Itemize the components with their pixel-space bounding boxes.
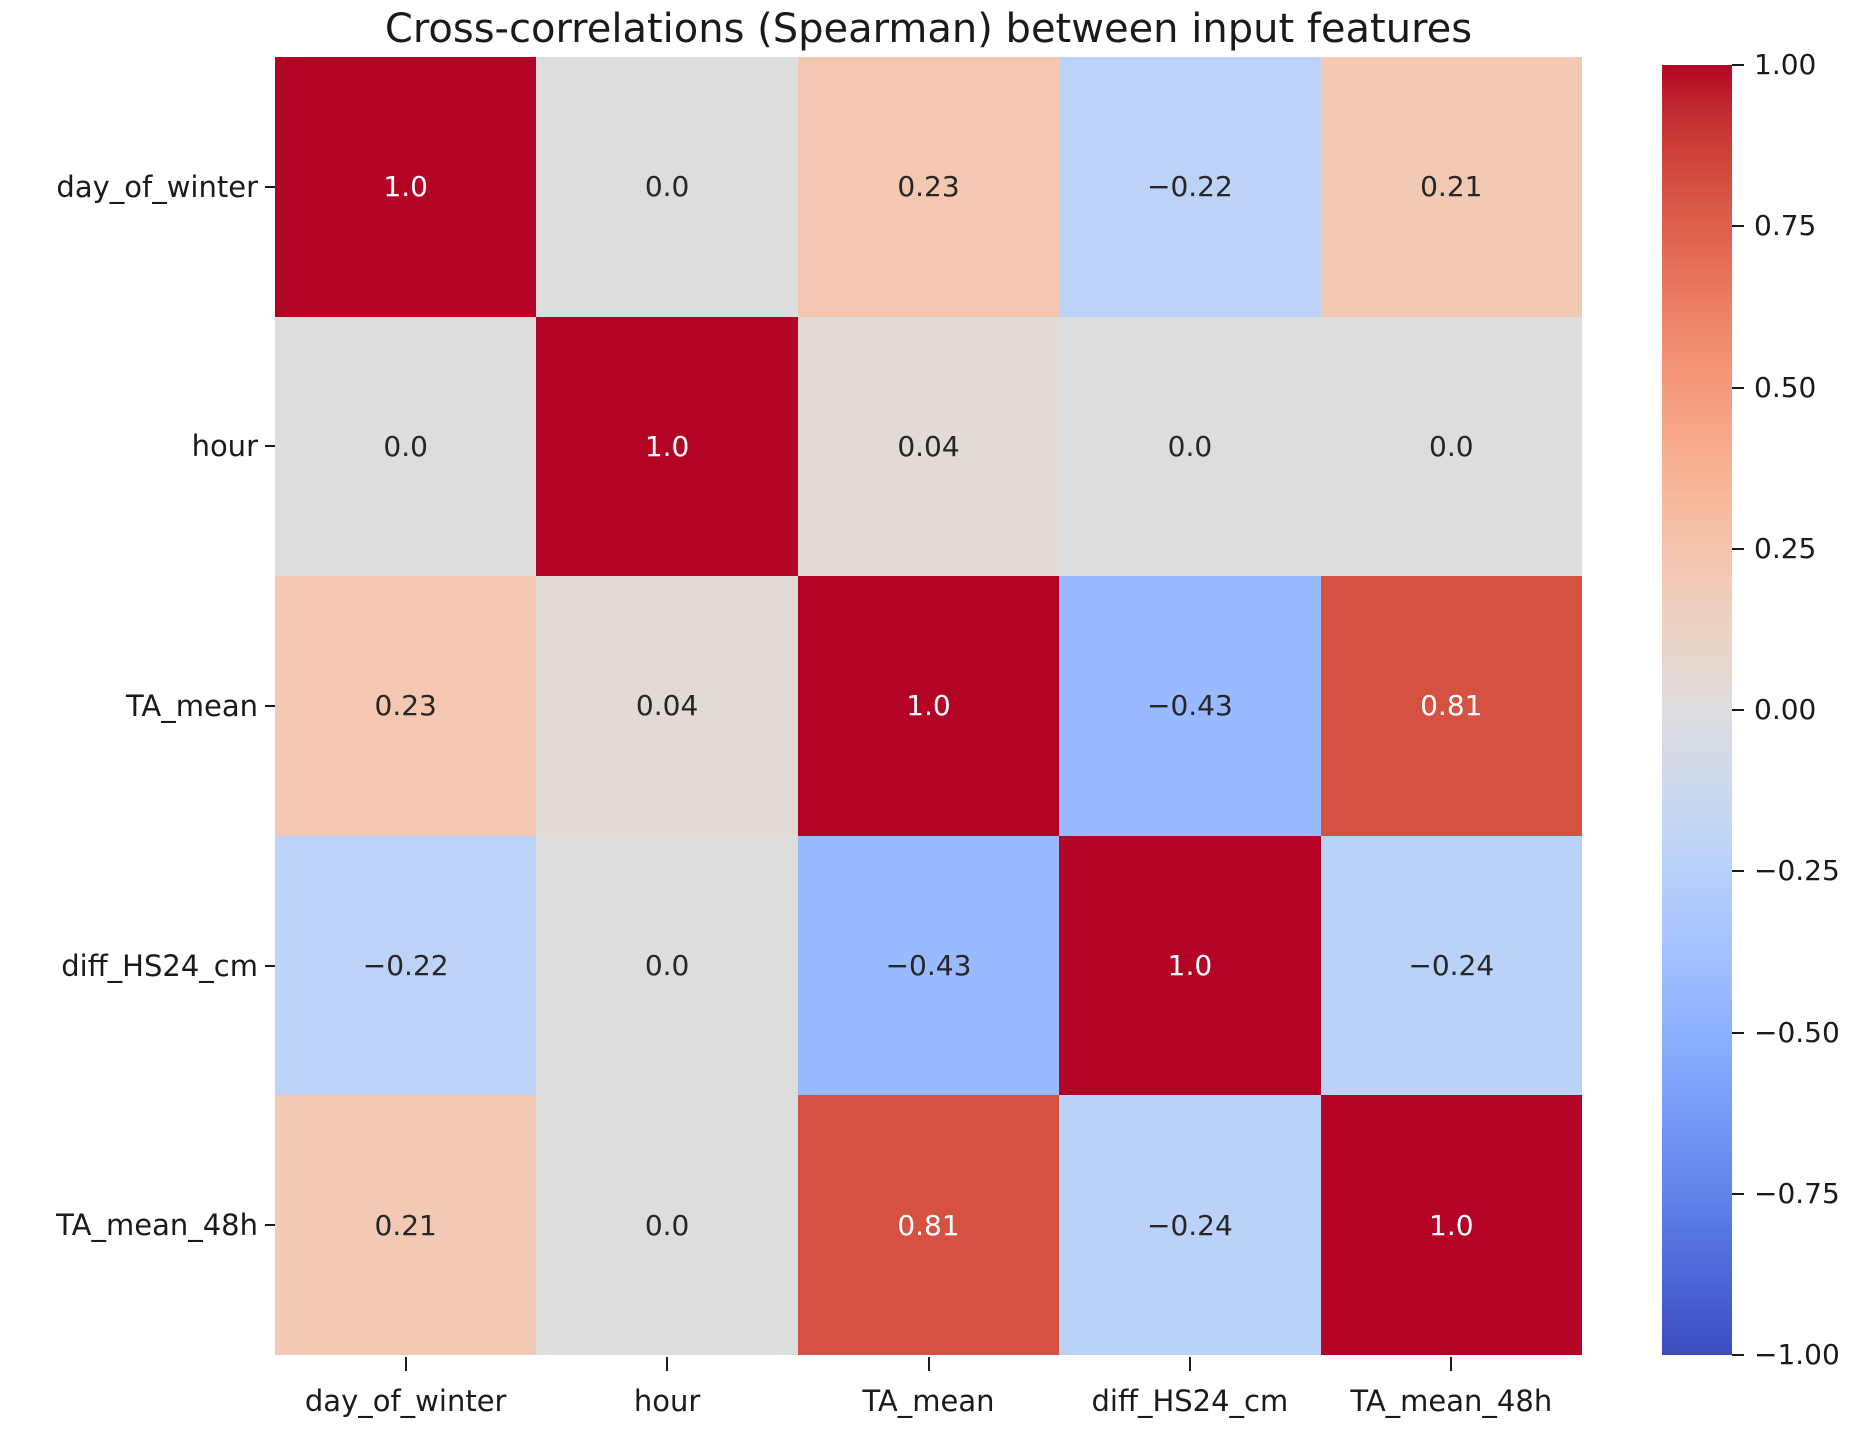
y-tick-mark: [265, 964, 275, 967]
y-tick-mark: [265, 705, 275, 707]
colorbar-tick-mark: [1732, 225, 1744, 228]
heatmap-cell-diff_HS24_cm-TA_mean_48h: −0.24: [1320, 835, 1582, 1096]
cell-value-label: 0.0: [383, 429, 428, 463]
heatmap-cell-TA_mean_48h-day_of_winter: 0.21: [275, 1095, 537, 1355]
x-tick-mark: [927, 1357, 930, 1371]
heatmap-cell-diff_HS24_cm-day_of_winter: −0.22: [275, 835, 537, 1096]
x-tick-label-TA_mean: TA_mean: [862, 1384, 995, 1418]
colorbar-tick-mark: [1732, 64, 1744, 66]
cell-value-label: −0.22: [1146, 170, 1233, 204]
y-tick-mark: [265, 445, 275, 448]
colorbar-tick-label-0.25: 0.25: [1754, 531, 1817, 565]
heatmap-cell-hour-TA_mean_48h: 0.0: [1320, 316, 1582, 577]
heatmap-cell-TA_mean-day_of_winter: 0.23: [275, 576, 537, 836]
x-tick-label-day_of_winter: day_of_winter: [304, 1384, 507, 1418]
cell-value-label: 0.0: [644, 1208, 690, 1242]
heatmap-cell-day_of_winter-day_of_winter: 1.0: [275, 57, 537, 317]
colorbar: [1662, 65, 1732, 1355]
cell-value-label: −0.43: [885, 949, 972, 983]
x-tick-mark: [1450, 1357, 1453, 1371]
colorbar-tick-mark: [1732, 709, 1744, 711]
y-tick-label-hour: hour: [191, 429, 258, 464]
cell-value-label: 0.81: [897, 1208, 960, 1242]
cell-value-label: 0.0: [1167, 429, 1213, 463]
heatmap-cell-TA_mean-TA_mean: 1.0: [797, 576, 1060, 836]
y-tick-label-TA_mean: TA_mean: [125, 689, 258, 723]
colorbar-tick-mark: [1732, 870, 1744, 873]
y-tick-label-diff_HS24_cm: diff_HS24_cm: [61, 948, 258, 983]
cell-value-label: 0.0: [1429, 429, 1474, 463]
cell-value-label: 0.04: [635, 689, 699, 723]
heatmap-cell-hour-hour: 1.0: [536, 316, 798, 577]
x-tick-mark: [666, 1357, 669, 1371]
heatmap-cell-TA_mean-TA_mean_48h: 0.81: [1320, 576, 1582, 836]
x-tick-mark: [1188, 1357, 1191, 1371]
heatmap-cell-TA_mean_48h-TA_mean_48h: 1.0: [1320, 1095, 1582, 1355]
cell-value-label: 1.0: [1167, 949, 1213, 983]
cell-value-label: 0.23: [374, 689, 437, 723]
heatmap-grid: 1.0 0.0 0.23 −0.22 0.21 0.0 1.0 0.04 0.0 0.0 0.23 0…: [275, 57, 1582, 1355]
cell-value-label: 0.21: [1420, 170, 1483, 204]
colorbar-tick-label--0.25: −0.25: [1754, 854, 1840, 888]
colorbar-tick-label--1: −1.00: [1754, 1338, 1840, 1371]
cell-value-label: 0.0: [644, 170, 690, 204]
cell-value-label: 1.0: [1429, 1208, 1474, 1242]
y-tick-label-day_of_winter: day_of_winter: [56, 169, 258, 204]
cell-value-label: 0.21: [374, 1208, 437, 1242]
x-tick-label-TA_mean_48h: TA_mean_48h: [1350, 1384, 1553, 1418]
heatmap-cell-TA_mean_48h-diff_HS24_cm: −0.24: [1059, 1095, 1321, 1355]
heatmap-cell-diff_HS24_cm-TA_mean: −0.43: [797, 835, 1060, 1096]
heatmap-cell-diff_HS24_cm-hour: 0.0: [536, 835, 798, 1096]
cell-value-label: 0.04: [897, 429, 960, 463]
cell-value-label: −0.24: [1146, 1208, 1233, 1242]
heatmap-cell-day_of_winter-TA_mean_48h: 0.21: [1320, 57, 1582, 317]
chart-title: Cross-correlations (Spearman) between in…: [384, 6, 1473, 52]
x-tick-label-hour: hour: [633, 1384, 701, 1418]
y-tick-label-TA_mean_48h: TA_mean_48h: [56, 1208, 258, 1243]
x-tick-mark: [404, 1357, 407, 1371]
y-tick-mark: [265, 1224, 275, 1227]
colorbar-tick-mark: [1732, 1354, 1744, 1356]
colorbar-tick-mark: [1732, 1192, 1744, 1195]
cell-value-label: 1.0: [644, 429, 690, 463]
x-tick-label-diff_HS24_cm: diff_HS24_cm: [1091, 1384, 1289, 1418]
cell-value-label: 0.23: [897, 170, 960, 204]
heatmap-cell-day_of_winter-hour: 0.0: [536, 57, 798, 317]
heatmap-cell-TA_mean-hour: 0.04: [536, 576, 798, 836]
cell-value-label: −0.24: [1408, 949, 1495, 983]
heatmap-cell-hour-diff_HS24_cm: 0.0: [1059, 316, 1321, 577]
colorbar-tick-label-0.75: 0.75: [1754, 209, 1817, 243]
heatmap-cell-hour-TA_mean: 0.04: [797, 316, 1060, 577]
colorbar-tick-label-1: 1.00: [1754, 48, 1817, 81]
y-tick-mark: [265, 185, 275, 188]
cell-value-label: 1.0: [383, 170, 428, 204]
colorbar-tick-label-0.5: 0.50: [1754, 370, 1817, 404]
cell-value-label: 0.81: [1420, 689, 1483, 723]
colorbar-tick-mark: [1732, 386, 1744, 389]
cell-value-label: −0.43: [1146, 689, 1233, 723]
heatmap-cell-day_of_winter-diff_HS24_cm: −0.22: [1059, 57, 1321, 317]
heatmap-cell-TA_mean-diff_HS24_cm: −0.43: [1059, 576, 1321, 836]
heatmap-cell-TA_mean_48h-hour: 0.0: [536, 1095, 798, 1355]
colorbar-tick-label--0.5: −0.50: [1754, 1015, 1840, 1049]
heatmap-cell-day_of_winter-TA_mean: 0.23: [797, 57, 1060, 317]
heatmap-cell-hour-day_of_winter: 0.0: [275, 316, 537, 577]
cell-value-label: −0.22: [362, 949, 449, 983]
colorbar-tick-label-0: 0.00: [1754, 693, 1817, 726]
cell-value-label: 0.0: [644, 949, 690, 983]
colorbar-tick-label--0.75: −0.75: [1754, 1176, 1840, 1210]
heatmap-cell-TA_mean_48h-TA_mean: 0.81: [797, 1095, 1060, 1355]
cell-value-label: 1.0: [906, 689, 951, 723]
heatmap-cell-diff_HS24_cm-diff_HS24_cm: 1.0: [1059, 835, 1321, 1096]
colorbar-tick-mark: [1732, 547, 1744, 550]
colorbar-tick-mark: [1732, 1031, 1744, 1034]
